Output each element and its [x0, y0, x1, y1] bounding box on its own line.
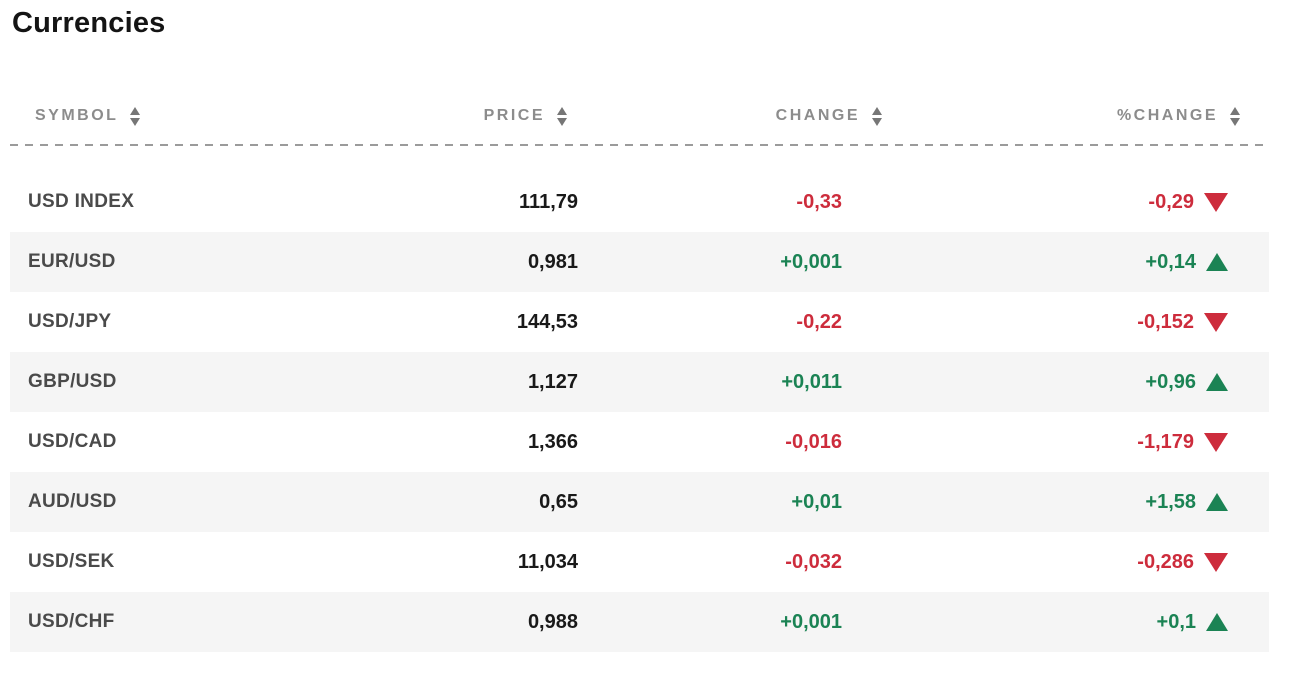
change-value: +0,011 — [781, 370, 842, 393]
price-cell: 11,034 — [370, 551, 578, 574]
column-header-pct-change-label: %CHANGE — [1116, 107, 1218, 124]
pct-change-value: -0,286 — [1137, 550, 1194, 573]
change-cell: +0,011 — [578, 371, 882, 394]
table-header-row: SYMBOL PRICE CHANGE %CHANGE — [10, 88, 1269, 144]
change-cell: -0,33 — [578, 191, 882, 214]
triangle-up-icon — [1206, 253, 1228, 271]
pct-change-cell: -0,152 — [882, 311, 1269, 334]
change-cell: -0,22 — [578, 311, 882, 334]
column-header-symbol-label: SYMBOL — [35, 107, 119, 124]
table-row[interactable]: USD/JPY 144,53 -0,22 -0,152 — [10, 292, 1269, 352]
change-value: -0,016 — [785, 430, 842, 453]
change-cell: -0,032 — [578, 551, 882, 574]
triangle-down-icon — [1204, 312, 1228, 332]
header-divider — [10, 144, 1269, 146]
pct-change-cell: +0,96 — [882, 371, 1269, 394]
pct-change-value: -0,152 — [1137, 310, 1194, 333]
triangle-up-icon — [1206, 373, 1228, 391]
pct-change-cell: -0,29 — [882, 191, 1269, 214]
table-row[interactable]: EUR/USD 0,981 +0,001 +0,14 — [10, 232, 1269, 292]
symbol-label: USD/CHF — [28, 611, 115, 632]
table-row[interactable]: USD/SEK 11,034 -0,032 -0,286 — [10, 532, 1269, 592]
table-row[interactable]: USD/CHF 0,988 +0,001 +0,1 — [10, 592, 1269, 652]
table-body: USD INDEX 111,79 -0,33 -0,29 EUR/USD 0,9… — [10, 172, 1269, 652]
symbol-label: EUR/USD — [28, 251, 116, 272]
symbol-cell[interactable]: USD/CHF — [10, 611, 370, 633]
column-header-price[interactable]: PRICE — [370, 106, 578, 126]
price-value: 11,034 — [517, 550, 578, 573]
triangle-down-icon — [1204, 432, 1228, 452]
price-cell: 1,127 — [370, 371, 578, 394]
price-cell: 0,981 — [370, 251, 578, 274]
symbol-label: USD/SEK — [28, 551, 115, 572]
symbol-label: USD INDEX — [28, 191, 135, 212]
change-value: -0,33 — [796, 190, 842, 213]
column-header-pct-change[interactable]: %CHANGE — [882, 106, 1269, 126]
pct-change-cell: -0,286 — [882, 551, 1269, 574]
table-row[interactable]: USD INDEX 111,79 -0,33 -0,29 — [10, 172, 1269, 232]
pct-change-value: +0,96 — [1145, 370, 1196, 393]
section-title: Currencies — [12, 7, 166, 39]
change-value: +0,001 — [780, 610, 842, 633]
pct-change-value: +0,14 — [1145, 250, 1196, 273]
column-header-change[interactable]: CHANGE — [578, 106, 882, 126]
symbol-cell[interactable]: EUR/USD — [10, 251, 370, 273]
price-value: 1,366 — [527, 430, 578, 453]
change-cell: -0,016 — [578, 431, 882, 454]
pct-change-value: -1,179 — [1137, 430, 1194, 453]
price-cell: 1,366 — [370, 431, 578, 454]
price-value: 0,981 — [527, 250, 578, 273]
symbol-cell[interactable]: AUD/USD — [10, 491, 370, 513]
change-value: -0,22 — [796, 310, 842, 333]
symbol-label: USD/CAD — [28, 431, 117, 452]
sort-arrows-icon — [1230, 106, 1240, 126]
price-value: 0,988 — [527, 610, 578, 633]
symbol-cell[interactable]: USD/SEK — [10, 551, 370, 573]
price-cell: 144,53 — [370, 311, 578, 334]
pct-change-value: +0,1 — [1156, 610, 1196, 633]
sort-arrows-icon — [130, 106, 141, 126]
table-row[interactable]: AUD/USD 0,65 +0,01 +1,58 — [10, 472, 1269, 532]
triangle-down-icon — [1204, 552, 1228, 572]
pct-change-cell: +0,1 — [882, 611, 1269, 634]
triangle-down-icon — [1204, 192, 1228, 212]
pct-change-value: -0,29 — [1148, 190, 1194, 213]
pct-change-cell: -1,179 — [882, 431, 1269, 454]
sort-arrows-icon — [557, 106, 567, 126]
price-value: 0,65 — [539, 490, 578, 513]
symbol-cell[interactable]: USD/CAD — [10, 431, 370, 453]
symbol-label: USD/JPY — [28, 311, 112, 332]
column-header-change-label: CHANGE — [775, 107, 860, 124]
price-cell: 0,988 — [370, 611, 578, 634]
symbol-label: AUD/USD — [28, 491, 117, 512]
change-value: +0,001 — [780, 250, 842, 273]
pct-change-value: +1,58 — [1145, 490, 1196, 513]
change-value: +0,01 — [791, 490, 842, 513]
triangle-up-icon — [1206, 613, 1228, 631]
change-value: -0,032 — [785, 550, 842, 573]
change-cell: +0,001 — [578, 611, 882, 634]
price-value: 144,53 — [516, 310, 578, 333]
pct-change-cell: +1,58 — [882, 491, 1269, 514]
price-cell: 0,65 — [370, 491, 578, 514]
price-cell: 111,79 — [370, 191, 578, 214]
pct-change-cell: +0,14 — [882, 251, 1269, 274]
price-value: 111,79 — [519, 190, 578, 213]
column-header-price-label: PRICE — [483, 107, 545, 124]
symbol-cell[interactable]: USD/JPY — [10, 311, 370, 333]
change-cell: +0,01 — [578, 491, 882, 514]
currencies-table: SYMBOL PRICE CHANGE %CHANGE USD INDEX 11… — [10, 88, 1269, 652]
symbol-cell[interactable]: GBP/USD — [10, 371, 370, 393]
table-row[interactable]: GBP/USD 1,127 +0,011 +0,96 — [10, 352, 1269, 412]
table-row[interactable]: USD/CAD 1,366 -0,016 -1,179 — [10, 412, 1269, 472]
triangle-up-icon — [1206, 493, 1228, 511]
symbol-label: GBP/USD — [28, 371, 117, 392]
column-header-symbol[interactable]: SYMBOL — [10, 106, 370, 126]
change-cell: +0,001 — [578, 251, 882, 274]
price-value: 1,127 — [527, 370, 578, 393]
sort-arrows-icon — [872, 106, 882, 126]
symbol-cell[interactable]: USD INDEX — [10, 191, 370, 213]
